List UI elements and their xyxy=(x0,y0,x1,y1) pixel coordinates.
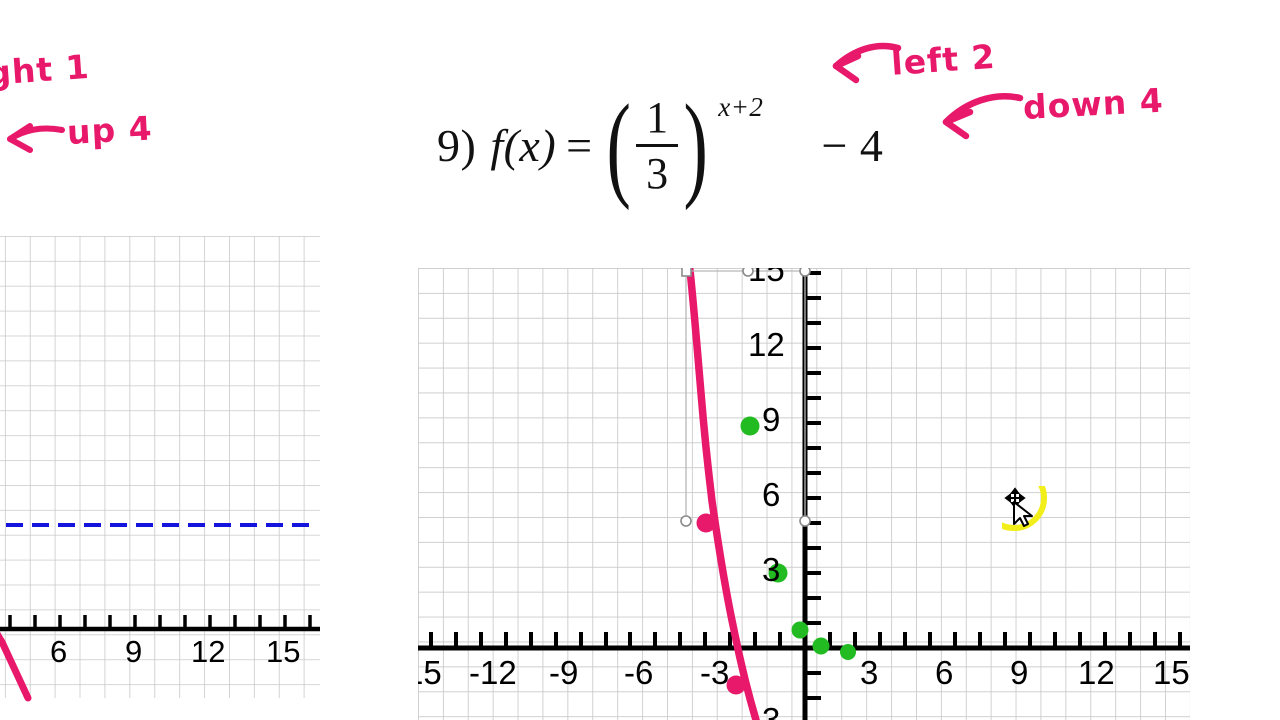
x-tick-label: 15 xyxy=(1153,654,1190,691)
fraction-bar xyxy=(636,144,679,148)
data-point xyxy=(768,563,788,583)
selection-handles xyxy=(680,268,811,527)
annotation-arrow-up-4 xyxy=(7,123,65,153)
curve-point-marker xyxy=(726,675,746,695)
left-xlabel-12: 12 xyxy=(191,634,226,669)
left-graph-board[interactable]: 5 6 9 12 15 xyxy=(0,236,330,720)
x-tick-label: -15 xyxy=(418,654,442,691)
handle-top-mid xyxy=(742,268,754,277)
annotation-arrow-down-4 xyxy=(942,93,1024,140)
fraction-denominator: 3 xyxy=(646,149,669,199)
exponent: x+2 xyxy=(718,92,764,122)
x-tick-label: -6 xyxy=(624,654,654,691)
y-tick-label: 6 xyxy=(762,476,781,513)
data-point xyxy=(791,621,809,639)
y-tick-label: 15 xyxy=(748,268,785,288)
annotation-right-1: ght 1 xyxy=(0,46,91,93)
handle-mid-right xyxy=(799,515,811,527)
left-x-ticks xyxy=(8,615,312,629)
left-curve xyxy=(0,631,32,702)
x-tick-label: 6 xyxy=(935,654,954,691)
left-xlabel-15: 15 xyxy=(266,634,301,669)
y-tick-label: 3 xyxy=(762,551,781,588)
x-tick-label: 3 xyxy=(860,654,879,691)
constant-term: − 4 xyxy=(821,120,884,172)
curve-point-marker xyxy=(696,513,716,533)
y-ticks xyxy=(805,271,821,700)
handle-top-left xyxy=(681,268,692,277)
x-ticks xyxy=(429,632,1182,648)
handle-mid-left xyxy=(680,515,692,527)
cursor-svg xyxy=(981,465,1047,531)
fraction-one-third: 1 3 xyxy=(636,93,679,199)
x-tick-label: -3 xyxy=(700,654,730,691)
fraction-numerator: 1 xyxy=(646,93,669,142)
equation[interactable]: 9) f(x) = ( 1 3 ) x+2 − 4 xyxy=(437,79,884,211)
left-xlabel-9: 9 xyxy=(125,634,143,669)
data-point xyxy=(840,644,856,660)
data-point xyxy=(740,416,760,436)
cursor-area[interactable] xyxy=(981,465,1082,571)
pointer-cursor-icon xyxy=(1013,501,1033,527)
main-graph-board[interactable]: -15 -12 -9 -6 -3 3 6 9 12 15 15 12 9 6 3… xyxy=(418,268,1280,720)
y-tick-label: 3 xyxy=(762,701,781,720)
x-tick-label: 9 xyxy=(1010,654,1029,691)
x-tick-label: 12 xyxy=(1078,654,1115,691)
x-tick-label: -12 xyxy=(469,654,517,691)
main-graph-svg xyxy=(418,268,1190,720)
handle-top-right xyxy=(799,268,811,277)
function-notation: f(x) xyxy=(490,120,557,172)
left-xlabel-6: 6 xyxy=(50,634,68,669)
annotation-up-4: up 4 xyxy=(66,108,154,152)
data-point xyxy=(812,637,830,655)
x-tick-label: -9 xyxy=(549,654,579,691)
y-tick-label: 9 xyxy=(762,401,781,438)
left-graph-svg xyxy=(0,236,320,702)
annotation-left-2: left 2 xyxy=(890,36,997,83)
problem-number: 9) xyxy=(437,120,477,172)
equals-sign: = xyxy=(566,120,593,172)
annotation-down-4: down 4 xyxy=(1022,80,1165,127)
y-tick-label: 12 xyxy=(748,326,785,363)
function-curve xyxy=(686,268,760,720)
